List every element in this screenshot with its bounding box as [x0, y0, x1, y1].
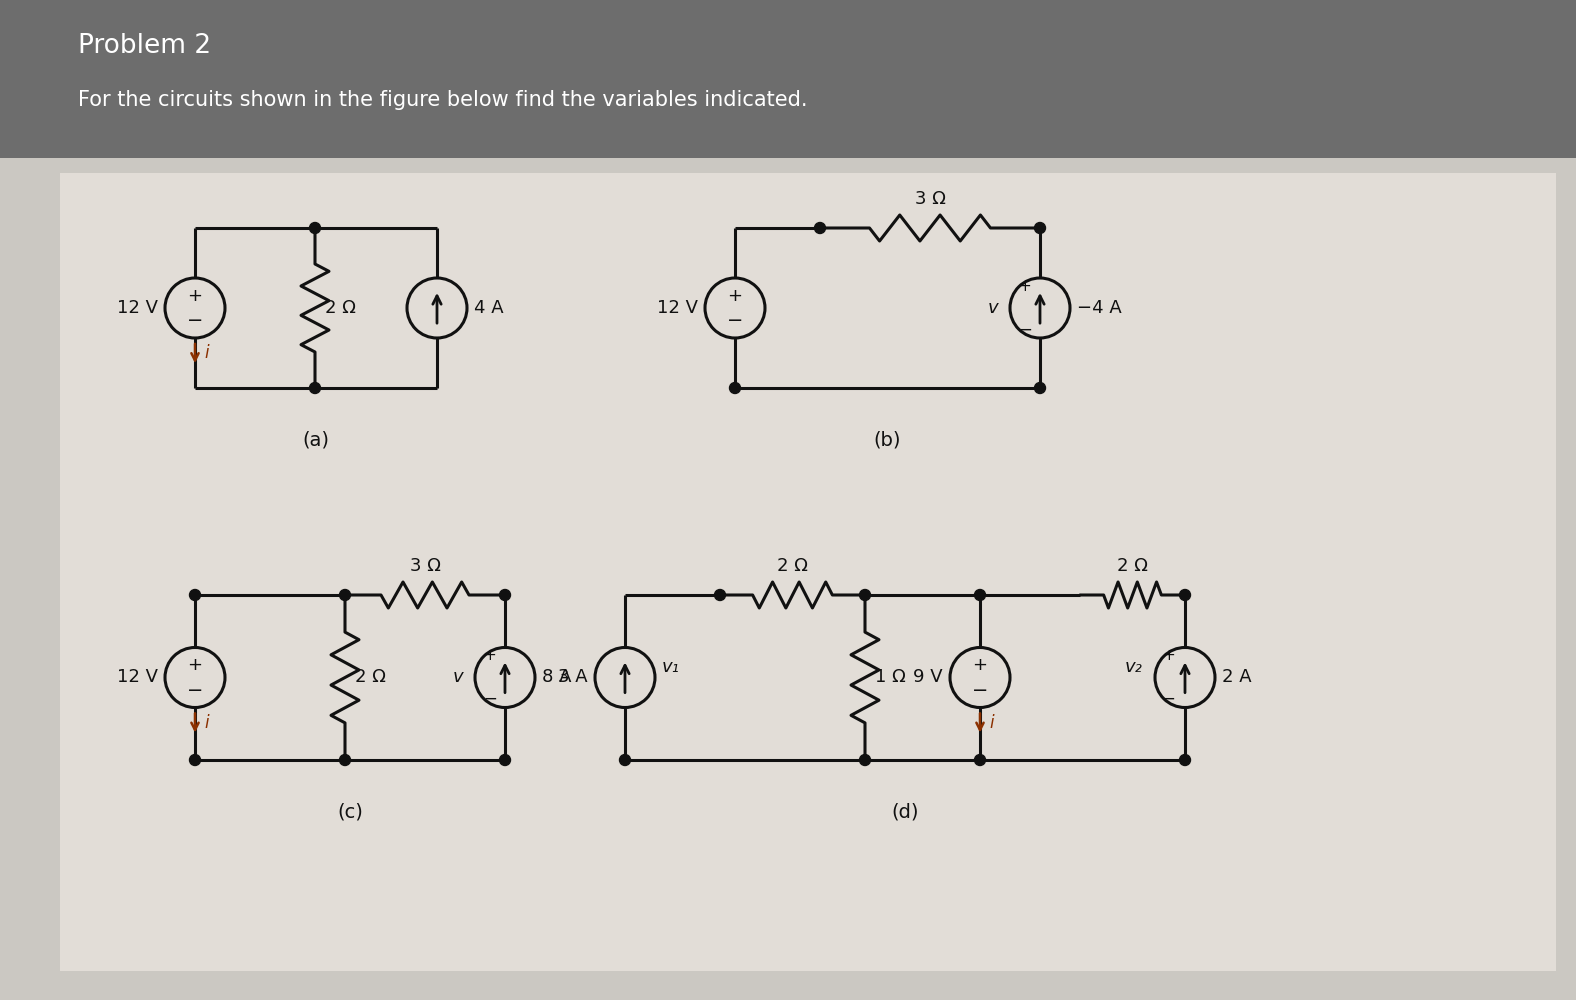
Circle shape	[619, 754, 630, 766]
Circle shape	[500, 589, 511, 600]
Circle shape	[1179, 754, 1190, 766]
Text: 8 A: 8 A	[542, 668, 572, 686]
Text: 3 Ω: 3 Ω	[914, 190, 946, 208]
Text: 9 V: 9 V	[914, 668, 942, 686]
Text: +: +	[484, 648, 496, 663]
Circle shape	[309, 223, 320, 233]
Text: +: +	[188, 287, 202, 305]
Text: −: −	[188, 681, 203, 700]
Circle shape	[189, 754, 200, 766]
Text: 2 Ω: 2 Ω	[777, 557, 808, 575]
Circle shape	[309, 382, 320, 393]
Circle shape	[339, 589, 350, 600]
Text: 4 A: 4 A	[474, 299, 504, 317]
Text: +: +	[1162, 648, 1174, 663]
Circle shape	[339, 754, 350, 766]
Text: −: −	[188, 311, 203, 330]
Text: 3 Ω: 3 Ω	[410, 557, 440, 575]
Text: 12 V: 12 V	[117, 668, 158, 686]
Text: 2 A: 2 A	[1221, 668, 1251, 686]
Bar	[0, 0, 1576, 158]
Text: −: −	[1162, 690, 1176, 708]
Text: (b): (b)	[873, 430, 901, 449]
Text: (a): (a)	[303, 430, 329, 449]
Text: Problem 2: Problem 2	[77, 33, 211, 59]
Text: v: v	[452, 668, 463, 686]
Text: +: +	[972, 656, 988, 674]
Circle shape	[974, 754, 985, 766]
Circle shape	[1179, 589, 1190, 600]
Bar	[0, 158, 1576, 1000]
Circle shape	[815, 223, 826, 233]
Circle shape	[974, 589, 985, 600]
Text: −: −	[1018, 321, 1032, 339]
Bar	[60, 173, 1556, 971]
Text: 1 Ω: 1 Ω	[875, 668, 906, 686]
Circle shape	[189, 589, 200, 600]
Text: (c): (c)	[337, 802, 362, 821]
Text: 12 V: 12 V	[117, 299, 158, 317]
Text: i: i	[203, 714, 208, 732]
Text: v₂: v₂	[1125, 658, 1143, 676]
Text: +: +	[188, 656, 202, 674]
Text: 2 Ω: 2 Ω	[1117, 557, 1147, 575]
Text: v: v	[988, 299, 998, 317]
Circle shape	[500, 754, 511, 766]
Text: −: −	[484, 690, 496, 708]
Text: 2 Ω: 2 Ω	[325, 299, 356, 317]
Circle shape	[859, 754, 870, 766]
Text: 2 Ω: 2 Ω	[355, 668, 386, 686]
Text: For the circuits shown in the figure below find the variables indicated.: For the circuits shown in the figure bel…	[77, 90, 807, 110]
Circle shape	[714, 589, 725, 600]
Text: −: −	[727, 311, 744, 330]
Text: 3 A: 3 A	[558, 668, 588, 686]
Text: −: −	[972, 681, 988, 700]
Text: v₁: v₁	[662, 658, 679, 676]
Circle shape	[1034, 382, 1045, 393]
Text: i: i	[203, 344, 208, 362]
Circle shape	[730, 382, 741, 393]
Text: +: +	[728, 287, 742, 305]
Text: i: i	[990, 714, 993, 732]
Circle shape	[859, 589, 870, 600]
Text: +: +	[1018, 279, 1031, 294]
Text: −4 A: −4 A	[1076, 299, 1122, 317]
Circle shape	[1034, 223, 1045, 233]
Text: (d): (d)	[892, 802, 919, 821]
Text: 12 V: 12 V	[657, 299, 698, 317]
